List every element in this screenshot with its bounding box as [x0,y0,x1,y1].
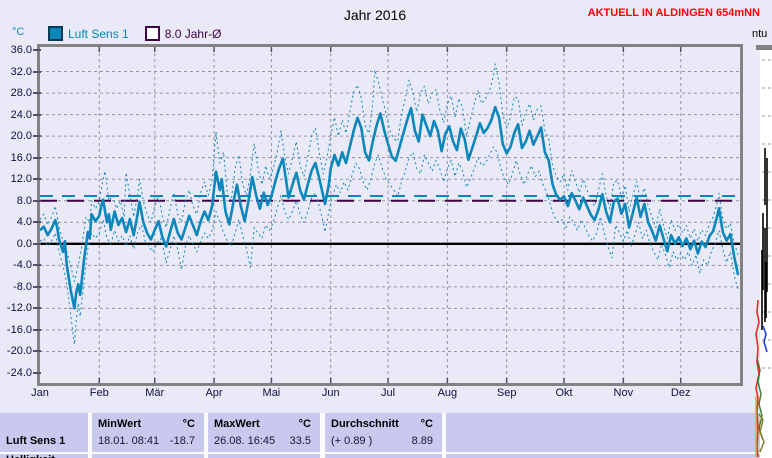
legend-item-jahr-avg[interactable]: 8.0 Jahr-Ø [144,26,222,41]
y-tick-label: -24.0 [6,366,32,379]
y-tick-label: 12.0 [10,173,32,186]
y-tick-label: 0.0 [16,237,32,250]
min-datetime: 18.01. 08:41 [98,435,160,447]
neighbor-green-line [756,357,764,441]
avg-unit: °C [420,418,433,430]
series-max [40,63,739,282]
y-tick-label: -20.0 [6,345,32,358]
y-tick-label: -8.0 [13,280,32,293]
y-tick-mark [33,221,41,224]
legend: Luft Sens 1 8.0 Jahr-Ø [48,26,221,41]
table-cell-minwert: MinWert °C 18.01. 08:41 -18.7 [92,413,204,452]
y-tick-mark [33,307,41,310]
table-cell-sensor: Luft Sens 1 [0,413,88,452]
legend-label: 8.0 Jahr-Ø [164,26,222,41]
y-tick-label: 32.0 [10,65,32,78]
y-tick-mark [33,156,41,159]
table-row2-cell [325,454,442,458]
y-tick-mark [33,92,41,95]
legend-label: Luft Sens 1 [68,26,129,41]
y-tick-mark [33,70,41,73]
temperature-chart [40,47,740,383]
y-tick-label: -4.0 [13,259,32,272]
neighbor-blue-line [762,325,768,353]
y-tick-label: 24.0 [10,108,32,121]
y-axis-unit-label: °C [12,26,25,38]
table-cell-empty [446,413,760,452]
y-tick-mark [33,264,41,267]
y-tick-mark [33,49,41,51]
y-tick-label: 28.0 [10,87,32,100]
y-tick-label: 4.0 [16,216,32,229]
month-label-Mär: Mär [145,387,165,399]
y-tick-mark [33,285,41,288]
y-tick-mark [33,199,41,202]
month-label-Jul: Jul [381,387,396,399]
min-value: -18.7 [169,435,195,447]
month-label-Dez: Dez [670,387,691,399]
y-tick-label: -16.0 [6,323,32,336]
y-tick-mark [33,242,41,245]
neighbor-chart-border [756,45,772,50]
neighbor-plot-background [760,50,772,458]
y-tick-mark [33,113,41,116]
y-tick-mark [33,178,41,181]
y-tick-mark [33,371,41,374]
y-tick-label: 20.0 [10,130,32,143]
y-tick-mark [33,328,41,331]
month-label-Okt: Okt [555,387,573,399]
month-label-Apr: Apr [205,387,223,399]
month-label-Jan: Jan [31,387,49,399]
neighbor-chart-strip [755,50,772,458]
month-label-Jun: Jun [321,387,340,399]
table-row2-cell [446,454,760,458]
legend-checkbox-empty-icon[interactable] [144,26,160,41]
table-row2-cell [208,454,320,458]
y-tick-label: 16.0 [10,151,32,164]
page-title: Jahr 2016 [343,7,407,23]
min-unit: °C [182,418,195,430]
table-cell-durchschnitt: Durchschnitt °C (+ 0.89 ) 8.89 [325,413,442,452]
month-label-Aug: Aug [437,387,458,399]
series-min [40,146,739,345]
clipped-neighbor-chart-text: ntu [752,28,768,40]
max-unit: °C [298,418,311,430]
avg-value: 8.89 [411,435,433,447]
station-banner: AKTUELL IN ALDINGEN 654mNN [587,7,760,19]
y-tick-label: 36.0 [10,44,32,56]
table-row2-sensor-clipped: Helligkeit [0,454,88,458]
max-value: 33.5 [289,435,311,447]
month-label-Mai: Mai [262,387,281,399]
y-tick-label: 8.0 [16,194,32,207]
y-tick-mark [33,135,41,138]
neighbor-olive-line [758,413,765,453]
month-label-Sep: Sep [496,387,517,399]
series-mean [40,105,740,310]
month-label-Nov: Nov [613,387,634,399]
table-row2-cell [92,454,204,458]
min-header: MinWert [98,418,142,430]
max-header: MaxWert [214,418,260,430]
y-tick-label: -12.0 [6,302,32,315]
month-label-Feb: Feb [89,387,109,399]
table-cell-maxwert: MaxWert °C 26.08. 16:45 33.5 [208,413,320,452]
legend-checkbox-filled-icon[interactable] [48,26,63,41]
avg-deviation: (+ 0.89 ) [331,435,373,447]
sensor-name: Luft Sens 1 [6,435,66,447]
legend-item-luft-sens-1[interactable]: Luft Sens 1 [48,26,129,41]
sensor-name-partial: Helligkeit [0,454,88,458]
max-datetime: 26.08. 16:45 [214,435,276,447]
avg-header: Durchschnitt [331,418,399,430]
y-tick-mark [33,350,41,353]
